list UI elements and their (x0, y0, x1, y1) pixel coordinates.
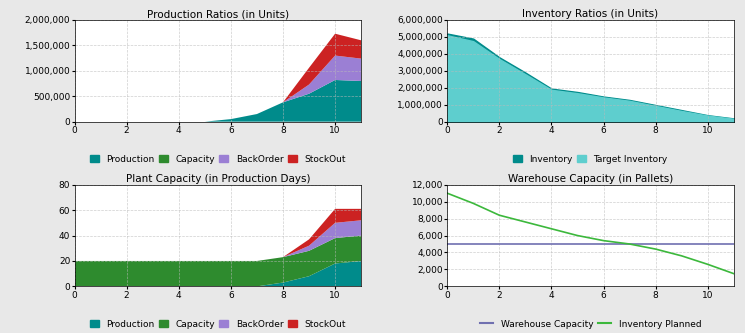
Legend: Warehouse Capacity, Inventory Planned: Warehouse Capacity, Inventory Planned (480, 320, 701, 329)
Title: Warehouse Capacity (in Pallets): Warehouse Capacity (in Pallets) (508, 174, 673, 184)
Title: Plant Capacity (in Production Days): Plant Capacity (in Production Days) (126, 174, 310, 184)
Title: Inventory Ratios (in Units): Inventory Ratios (in Units) (522, 9, 659, 19)
Legend: Production, Capacity, BackOrder, StockOut: Production, Capacity, BackOrder, StockOu… (90, 320, 346, 329)
Legend: Inventory, Target Inventory: Inventory, Target Inventory (513, 155, 668, 164)
Legend: Production, Capacity, BackOrder, StockOut: Production, Capacity, BackOrder, StockOu… (90, 155, 346, 164)
Title: Production Ratios (in Units): Production Ratios (in Units) (147, 9, 289, 19)
